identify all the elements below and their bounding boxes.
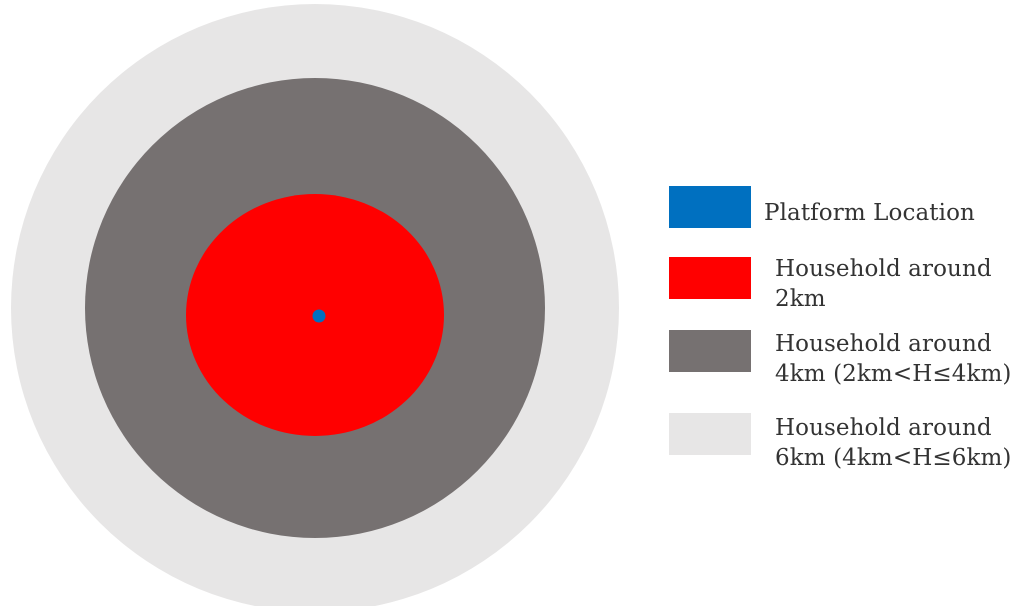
legend-swatch-4km <box>669 330 751 372</box>
legend-swatch-2km <box>669 257 751 299</box>
legend-label-6km-line2: 6km (4km<H≤6km) <box>775 445 1011 471</box>
legend-label-2km-line1: Household around <box>775 256 992 282</box>
platform-location-dot <box>312 309 326 323</box>
legend-label-4km-line1: Household around <box>775 331 992 357</box>
legend-swatch-6km <box>669 413 751 455</box>
legend-label-4km-line2: 4km (2km<H≤4km) <box>775 361 1011 387</box>
legend-label-2km-line2: 2km <box>775 286 826 312</box>
legend-swatch-platform <box>669 186 751 228</box>
legend-label-platform: Platform Location <box>764 200 975 226</box>
legend-label-6km-line1: Household around <box>775 415 992 441</box>
